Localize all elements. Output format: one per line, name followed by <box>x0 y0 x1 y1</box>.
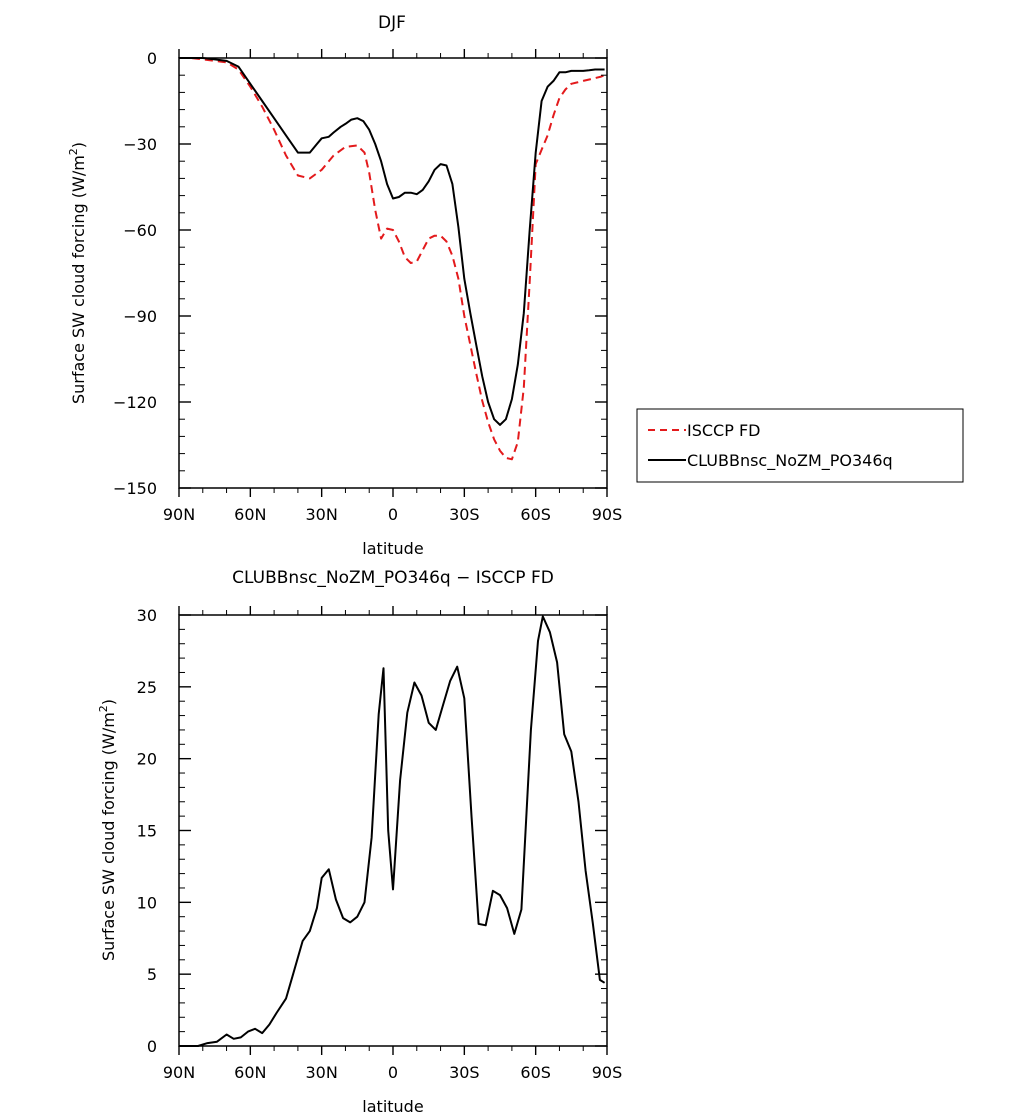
chart-top-legend: ISCCP FD CLUBBnsc_NoZM_PO346q <box>636 408 964 483</box>
chart-top-y-label-main: Surface SW cloud forcing (W/m <box>69 155 88 404</box>
chart-top-y-label-sup: 2 <box>67 148 80 155</box>
chart-bottom-y-label-main: Surface SW cloud forcing (W/m <box>99 712 118 961</box>
chart-top-y-tick-label: 0 <box>147 49 157 68</box>
chart-top-y-label-close: ) <box>69 142 88 148</box>
chart-top-x-tick-label: 60S <box>520 505 551 524</box>
chart-top-title: DJF <box>378 13 406 33</box>
chart-bottom-x-tick-label: 90S <box>592 1063 623 1082</box>
chart-bottom-y-axis: 0 5 10 15 20 25 30 <box>137 606 607 1056</box>
chart-bottom-y-label-close: ) <box>99 699 118 705</box>
chart-top-y-tick-label: −60 <box>123 221 157 240</box>
chart-top-y-tick-label: −150 <box>113 479 157 498</box>
chart-top-y-tick-label: −30 <box>123 135 157 154</box>
chart-bottom-x-tick-label: 60N <box>234 1063 266 1082</box>
legend-label-clubb: CLUBBnsc_NoZM_PO346q <box>687 451 893 471</box>
chart-bottom-x-label: latitude <box>362 1097 423 1116</box>
chart-bottom-y-tick-label: 25 <box>137 678 157 697</box>
chart-bottom-x-tick-label: 30N <box>306 1063 338 1082</box>
chart-top-x-tick-label: 90N <box>163 505 195 524</box>
chart-bottom-y-tick-label: 0 <box>147 1037 157 1056</box>
chart-top-plot-area <box>179 57 605 461</box>
chart-bottom-plot-area <box>179 615 606 1047</box>
chart-bottom-x-tick-label: 30S <box>449 1063 480 1082</box>
chart-bottom-y-label-sup: 2 <box>97 705 110 712</box>
chart-bottom-y-tick-label: 5 <box>147 965 157 984</box>
chart-top-x-tick-label: 30S <box>449 505 480 524</box>
chart-bottom-x-tick-label: 0 <box>388 1063 398 1082</box>
chart-bottom-x-tick-label: 60S <box>520 1063 551 1082</box>
chart-bottom: CLUBBnsc_NoZM_PO346q − ISCCP FD 90N 60N 30… <box>97 568 622 1116</box>
legend-box <box>636 408 964 483</box>
chart-top-x-tick-label: 30N <box>306 505 338 524</box>
chart-top-x-tick-label: 90S <box>592 505 623 524</box>
legend-label-isccp: ISCCP FD <box>687 421 760 440</box>
chart-top-x-tick-label: 60N <box>234 505 266 524</box>
chart-bottom-y-tick-label: 15 <box>137 822 157 841</box>
chart-top-x-axis: 90N 60N 30N 0 30S 60S 90S <box>163 49 622 524</box>
chart-bottom-y-tick-label: 10 <box>137 893 157 912</box>
chart-bottom-x-tick-label: 90N <box>163 1063 195 1082</box>
chart-top-series-line-1 <box>179 57 605 426</box>
chart-top-y-tick-label: −90 <box>123 307 157 326</box>
chart-top-x-tick-label: 0 <box>388 505 398 524</box>
chart-bottom-y-label: Surface SW cloud forcing (W/m2) <box>97 699 118 961</box>
chart-top-x-label: latitude <box>362 539 423 558</box>
chart-top-series-line-0 <box>179 57 605 461</box>
chart-top: DJF 90N 60N 30N 0 30S 60S 90S 0 −30 −60 −90 −120 −1… <box>67 13 964 558</box>
chart-top-y-tick-label: −120 <box>113 393 157 412</box>
chart-bottom-title: CLUBBnsc_NoZM_PO346q − ISCCP FD <box>232 568 554 588</box>
chart-bottom-series-line-0 <box>179 615 606 1047</box>
chart-top-y-axis: 0 −30 −60 −90 −120 −150 <box>113 49 607 498</box>
chart-top-y-label: Surface SW cloud forcing (W/m2) <box>67 142 88 404</box>
chart-bottom-y-tick-label: 30 <box>137 606 157 625</box>
chart-bottom-y-tick-label: 20 <box>137 750 157 769</box>
chart-bottom-x-axis: 90N 60N 30N 0 30S 60S 90S <box>163 606 622 1082</box>
